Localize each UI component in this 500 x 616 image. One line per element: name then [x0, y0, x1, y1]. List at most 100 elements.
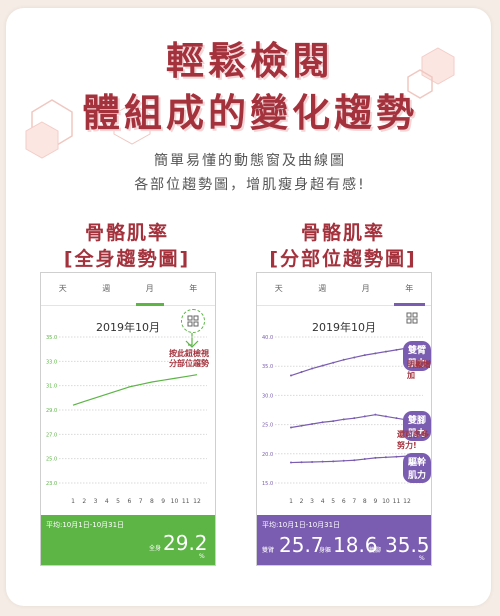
- tab-day[interactable]: 天: [274, 284, 283, 293]
- x-tick-label: 6: [127, 498, 131, 505]
- data-point: [342, 418, 345, 421]
- data-point: [300, 424, 303, 427]
- x-tick-label: 5: [116, 498, 120, 505]
- right-phone-screen: 天 週 月 年 2019年10月 40.0 35.0 30.0 25.0 20.0 15.…: [256, 272, 432, 566]
- y-tick-label: 31.0: [46, 384, 57, 390]
- subtitle-line-2: 各部位趨勢圖，增肌瘦身超有感!: [134, 177, 366, 193]
- series-line-0: [290, 347, 408, 377]
- callout-text: 按此鈕檢視 分部位趨勢: [169, 349, 209, 369]
- y-tick-label: 33.0: [46, 359, 57, 365]
- arms-pill: 雙臂肌力: [403, 341, 431, 371]
- x-tick-label: 8: [150, 498, 154, 505]
- left-phone-screen: 天 週 月 年 2019年10月 按此鈕檢視 分部位趨勢 35.0 33.0 31.…: [40, 272, 216, 566]
- unit-label: %: [199, 553, 205, 560]
- y-tick-label: 20.0: [262, 452, 273, 458]
- data-point: [353, 356, 356, 359]
- tab-week[interactable]: 週: [102, 284, 111, 293]
- subtitle-line-1: 簡單易懂的動態窗及曲線圖: [154, 153, 346, 169]
- arms-note: 明顯增加: [407, 360, 431, 380]
- x-tick-label: 12: [403, 498, 411, 505]
- y-tick-label: 30.0: [262, 393, 273, 399]
- data-point: [311, 460, 314, 463]
- summary-panel: 平均:10月1日-10月31日 全身 29.2 %: [41, 515, 215, 565]
- trunk-label: 身軀: [319, 547, 332, 554]
- legs-value: 35.5: [385, 533, 430, 557]
- data-point: [321, 421, 324, 424]
- data-point: [342, 459, 345, 462]
- x-tick-label: 5: [331, 498, 335, 505]
- x-tick-label: 1: [71, 498, 75, 505]
- x-tick-label: 7: [352, 498, 356, 505]
- data-point: [395, 348, 398, 351]
- data-point: [311, 367, 314, 370]
- left-heading: 骨骼肌率: [84, 222, 169, 244]
- right-heading: 骨骼肌率: [300, 222, 385, 244]
- x-tick-label: 9: [161, 498, 165, 505]
- data-point: [290, 426, 292, 429]
- data-point: [300, 461, 303, 464]
- x-tick-label: 10: [382, 498, 390, 505]
- total-label: 全身: [149, 545, 162, 552]
- data-point: [332, 460, 335, 463]
- y-tick-label: 40.0: [262, 335, 273, 341]
- y-tick-label: 35.0: [46, 335, 57, 341]
- data-point: [290, 461, 292, 464]
- data-point: [332, 420, 335, 423]
- data-point: [395, 455, 398, 458]
- tab-year[interactable]: 年: [388, 273, 432, 306]
- period-tabs: 天 週 月 年: [41, 273, 215, 306]
- x-tick-label: 2: [82, 498, 86, 505]
- legs-pill: 雙腳肌力: [403, 411, 431, 441]
- x-tick-label: 3: [310, 498, 314, 505]
- data-point: [332, 361, 335, 364]
- callout-line-1: 按此鈕檢視: [169, 349, 209, 358]
- y-tick-label: 15.0: [262, 481, 273, 487]
- split-view-icon: [187, 315, 199, 327]
- series-line-0: [72, 374, 198, 406]
- x-tick-label: 6: [342, 498, 346, 505]
- x-tick-label: 3: [94, 498, 98, 505]
- month-label: 2019年10月: [312, 321, 376, 334]
- data-point: [363, 354, 366, 357]
- data-point: [321, 364, 324, 367]
- view-toggle-button[interactable]: [181, 309, 205, 333]
- x-tick-label: 11: [393, 498, 401, 505]
- x-tick-label: 4: [105, 498, 109, 505]
- y-tick-label: 35.0: [262, 364, 273, 370]
- data-point: [353, 459, 356, 462]
- data-point: [363, 415, 366, 418]
- data-point: [384, 456, 387, 459]
- y-tick-label: 23.0: [46, 481, 57, 487]
- x-tick-label: 8: [363, 498, 367, 505]
- data-point: [300, 371, 303, 374]
- series-line-2: [290, 455, 408, 464]
- left-line-chart: 35.033.031.029.027.025.023.01 2 3 4 5 6 7 8 9 10 1…: [46, 335, 207, 505]
- period-tabs: 天 週 月 年: [257, 273, 431, 306]
- tab-month[interactable]: 月: [128, 273, 172, 306]
- data-point: [374, 456, 377, 459]
- tab-week[interactable]: 週: [318, 284, 327, 293]
- y-tick-label: 25.0: [46, 457, 57, 463]
- split-view-icon[interactable]: [257, 273, 431, 333]
- right-subheading: [分部位趨勢圖]: [269, 248, 417, 270]
- tab-year[interactable]: 年: [189, 284, 198, 293]
- data-point: [374, 352, 377, 355]
- data-point: [311, 423, 314, 426]
- x-tick-label: 4: [321, 498, 325, 505]
- arms-label: 雙臂: [262, 547, 275, 554]
- data-point: [384, 415, 387, 418]
- trunk-pill: 驅幹肌力: [403, 453, 431, 483]
- data-point: [395, 417, 398, 420]
- arms-value: 25.7: [279, 533, 324, 557]
- period-text: 平均:10月1日-10月31日: [262, 521, 341, 529]
- period-text: 平均:10月1日-10月31日: [46, 521, 125, 529]
- tab-month[interactable]: 月: [361, 284, 370, 293]
- x-tick-label: 10: [171, 498, 179, 505]
- summary-panel: 平均:10月1日-10月31日 雙臂 25.7 身軀 18.6 雙腳 35.5 …: [257, 515, 431, 565]
- data-point: [290, 374, 292, 377]
- legs-label: 雙腳: [369, 547, 382, 554]
- legs-note: 還可多多努力!: [397, 430, 429, 450]
- y-tick-label: 27.0: [46, 432, 57, 438]
- tab-day[interactable]: 天: [58, 284, 67, 293]
- right-line-chart: 40.035.030.025.020.015.01 2 3 4 5 6 7 8 9 10 11 12: [262, 335, 423, 505]
